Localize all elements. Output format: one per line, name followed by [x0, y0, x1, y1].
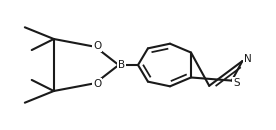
Text: N: N	[245, 54, 252, 64]
Text: S: S	[233, 78, 240, 88]
Text: O: O	[93, 41, 101, 51]
Text: O: O	[93, 79, 101, 89]
Text: B: B	[118, 60, 125, 70]
